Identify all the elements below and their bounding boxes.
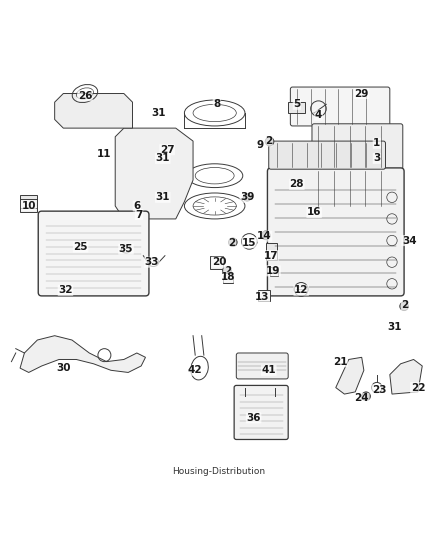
Polygon shape: [336, 357, 364, 394]
Text: 34: 34: [402, 236, 417, 246]
Circle shape: [223, 266, 231, 275]
Text: 42: 42: [188, 365, 202, 375]
Text: 7: 7: [135, 209, 143, 220]
Text: 2: 2: [265, 136, 272, 146]
Text: 27: 27: [160, 145, 174, 155]
Text: 31: 31: [387, 322, 401, 332]
Text: 3: 3: [373, 154, 381, 164]
Polygon shape: [115, 128, 193, 219]
Bar: [20, 195, 37, 213]
Text: 15: 15: [242, 238, 257, 248]
Circle shape: [362, 392, 371, 401]
Circle shape: [243, 193, 251, 201]
FancyBboxPatch shape: [312, 169, 403, 208]
Bar: [258, 290, 270, 301]
Text: 35: 35: [119, 244, 133, 254]
Bar: [270, 268, 278, 276]
Text: 23: 23: [372, 385, 386, 395]
Circle shape: [265, 137, 274, 146]
Text: 6: 6: [133, 201, 141, 211]
Bar: [223, 275, 233, 283]
Bar: [288, 102, 305, 113]
Circle shape: [229, 238, 237, 247]
Text: 5: 5: [293, 99, 300, 109]
Text: 22: 22: [411, 383, 425, 393]
Text: 9: 9: [257, 140, 264, 150]
Text: 2: 2: [224, 266, 231, 276]
Text: 29: 29: [354, 88, 369, 99]
FancyBboxPatch shape: [290, 87, 390, 126]
Text: 10: 10: [21, 201, 36, 211]
Text: 11: 11: [97, 149, 112, 159]
Text: 33: 33: [145, 257, 159, 267]
Text: 26: 26: [78, 91, 92, 101]
Text: 25: 25: [74, 242, 88, 252]
Text: 18: 18: [220, 272, 235, 282]
Text: 14: 14: [257, 231, 272, 241]
Text: 1: 1: [373, 138, 381, 148]
Polygon shape: [55, 93, 133, 128]
Text: 41: 41: [261, 365, 276, 375]
Circle shape: [261, 231, 270, 240]
Text: 13: 13: [255, 292, 269, 302]
Text: 39: 39: [240, 192, 254, 203]
Text: 21: 21: [333, 357, 347, 367]
Text: 20: 20: [212, 257, 226, 267]
Text: 28: 28: [290, 179, 304, 189]
Text: Housing-Distribution: Housing-Distribution: [173, 467, 265, 477]
Text: 16: 16: [307, 207, 321, 217]
Text: 17: 17: [264, 251, 278, 261]
Text: 30: 30: [56, 363, 71, 373]
Polygon shape: [390, 359, 422, 394]
Bar: [266, 243, 276, 260]
FancyBboxPatch shape: [312, 124, 403, 169]
Text: 12: 12: [294, 285, 308, 295]
FancyBboxPatch shape: [234, 385, 288, 440]
FancyBboxPatch shape: [269, 141, 385, 169]
Text: 36: 36: [246, 413, 261, 423]
Circle shape: [400, 302, 408, 311]
Polygon shape: [20, 336, 145, 373]
Text: 8: 8: [213, 99, 220, 109]
Text: 24: 24: [354, 393, 369, 403]
Bar: [210, 256, 223, 269]
Text: 2: 2: [228, 238, 236, 248]
Text: 19: 19: [266, 266, 280, 276]
Text: 4: 4: [315, 110, 322, 120]
Text: 31: 31: [155, 154, 170, 164]
Text: 32: 32: [58, 285, 73, 295]
Text: 31: 31: [151, 108, 166, 118]
FancyBboxPatch shape: [38, 211, 149, 296]
FancyBboxPatch shape: [268, 168, 404, 296]
Text: 2: 2: [401, 301, 409, 310]
Text: 31: 31: [155, 192, 170, 203]
FancyBboxPatch shape: [236, 353, 288, 379]
